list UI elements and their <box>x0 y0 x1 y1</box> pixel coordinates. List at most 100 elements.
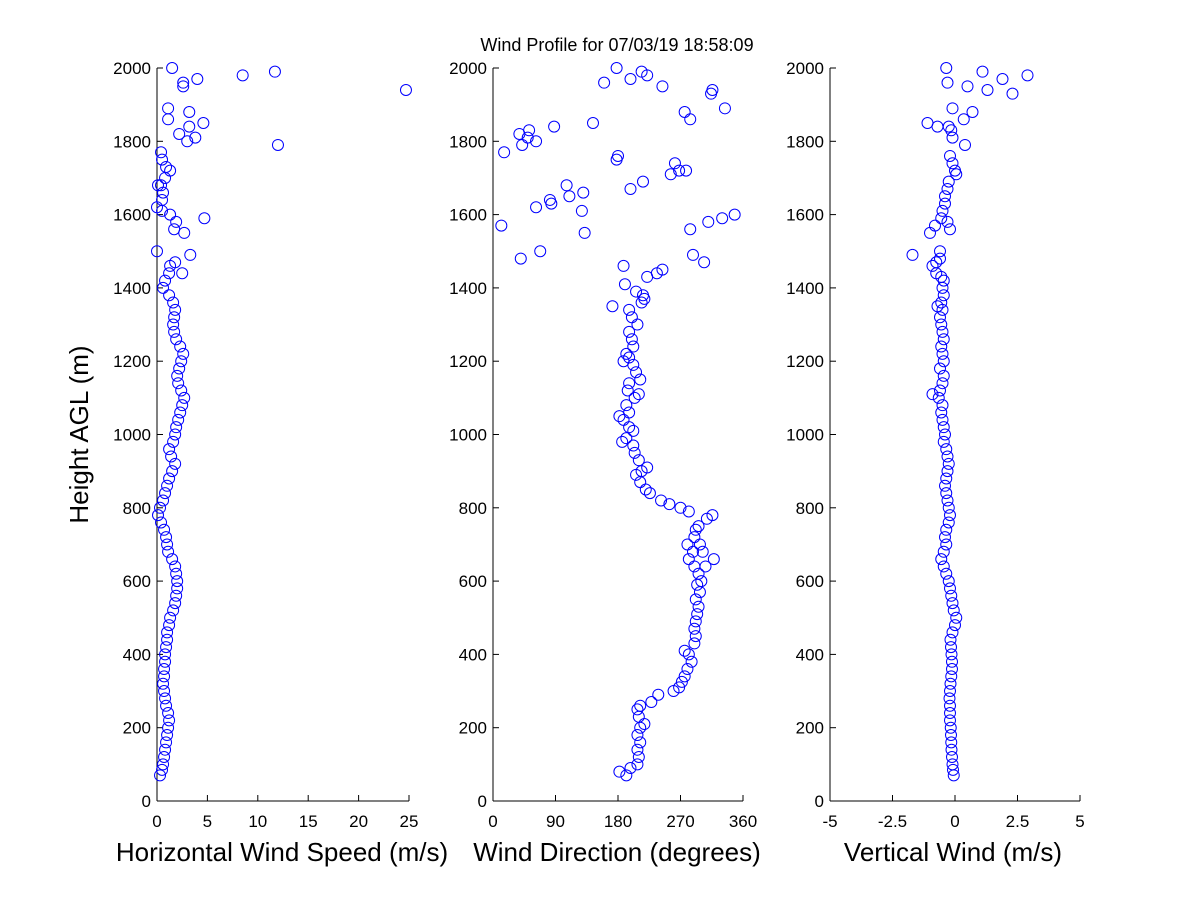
data-point-vertical <box>926 259 939 272</box>
data-point-vertical <box>941 494 954 507</box>
data-point-vertical <box>946 597 959 610</box>
data-point-vertical <box>937 355 950 368</box>
data-point-speed <box>163 619 176 632</box>
x-tick-label-direction: 180 <box>604 812 632 831</box>
data-point-speed <box>154 501 167 514</box>
data-point-direction <box>620 347 633 360</box>
data-point-speed <box>171 575 184 588</box>
data-point-speed <box>191 72 204 85</box>
data-point-vertical <box>944 509 956 522</box>
data-point-vertical <box>935 212 948 225</box>
data-point-direction <box>632 751 645 764</box>
data-point-vertical <box>945 743 958 756</box>
data-point-speed <box>173 362 186 375</box>
data-point-direction <box>617 259 630 272</box>
data-point-speed <box>176 267 189 280</box>
data-point-vertical <box>941 450 954 463</box>
data-point-direction <box>652 688 665 701</box>
data-point-speed <box>175 384 188 397</box>
data-point-direction <box>534 245 547 258</box>
data-point-direction <box>521 131 534 144</box>
data-point-vertical <box>930 256 943 269</box>
data-point-direction <box>578 226 591 239</box>
data-point-vertical <box>937 333 950 346</box>
data-point-speed <box>157 494 170 507</box>
data-point-speed <box>170 215 183 228</box>
data-point-vertical <box>929 219 941 232</box>
data-point-speed <box>159 648 172 661</box>
data-point-direction <box>678 105 691 118</box>
data-point-vertical <box>937 274 950 287</box>
x-tick-label-speed: 5 <box>203 812 212 831</box>
data-point-vertical <box>934 311 946 324</box>
data-point-speed <box>168 325 181 338</box>
data-point-vertical <box>945 736 958 749</box>
data-point-vertical <box>946 758 959 771</box>
data-point-speed <box>159 487 172 500</box>
x-tick-label-vertical: 2.5 <box>1006 812 1030 831</box>
data-point-direction <box>692 520 705 533</box>
x-tick-label-direction: 90 <box>546 812 565 831</box>
data-point-direction <box>680 164 693 177</box>
data-point-speed <box>152 179 165 192</box>
data-point-vertical <box>935 296 948 309</box>
data-point-direction <box>689 523 702 536</box>
x-axis-label-vertical: Vertical Wind (m/s) <box>844 837 1062 867</box>
x-tick-label-direction: 360 <box>729 812 757 831</box>
data-point-direction <box>575 204 588 217</box>
data-point-speed <box>169 303 182 316</box>
data-point-vertical <box>947 763 959 776</box>
data-point-speed <box>161 729 174 742</box>
y-tick-label-vertical: 800 <box>796 499 824 518</box>
data-point-vertical <box>940 443 953 456</box>
data-point-vertical <box>936 413 949 426</box>
data-point-speed <box>161 538 174 551</box>
data-point-vertical <box>941 182 954 195</box>
x-tick-label-speed: 25 <box>400 812 419 831</box>
data-point-speed <box>159 274 172 287</box>
data-point-speed <box>189 131 202 144</box>
data-point-speed <box>163 443 176 456</box>
data-point-vertical <box>934 384 946 397</box>
data-point-vertical <box>947 604 960 617</box>
data-point-direction <box>624 762 637 775</box>
x-axis-label-speed: Horizontal Wind Speed (m/s) <box>116 837 448 867</box>
data-point-direction <box>637 175 649 188</box>
data-point-direction <box>498 146 511 159</box>
data-point-speed <box>158 663 171 676</box>
data-point-direction <box>682 505 695 518</box>
y-tick-label-vertical: 1000 <box>786 426 824 445</box>
data-point-vertical <box>944 677 957 690</box>
data-point-direction <box>543 193 556 206</box>
data-point-speed <box>156 763 169 776</box>
data-point-speed <box>168 223 181 236</box>
data-point-direction <box>623 351 636 364</box>
data-point-vertical <box>926 388 939 401</box>
data-point-direction <box>523 124 536 137</box>
data-point-vertical <box>931 300 944 313</box>
data-point-vertical <box>944 721 957 734</box>
data-point-speed <box>155 179 168 192</box>
data-point-vertical <box>942 175 955 188</box>
y-tick-label-direction: 1800 <box>449 132 487 151</box>
data-point-direction <box>655 494 668 507</box>
data-point-speed <box>170 567 183 580</box>
data-point-direction <box>624 182 637 195</box>
figure-title: Wind Profile for 07/03/19 18:58:09 <box>480 35 753 55</box>
data-point-speed <box>166 553 179 566</box>
data-point-vertical <box>942 501 955 514</box>
data-point-direction <box>606 300 619 313</box>
data-point-speed <box>178 391 191 404</box>
data-point-speed <box>171 369 184 382</box>
data-point-vertical <box>944 582 956 595</box>
data-point-speed <box>158 670 171 683</box>
data-point-direction <box>656 80 669 93</box>
horizontal-wind-speed-panel: 0 200 400 600 800 1000 1200 1400 1600 1800 2000 0 5 1… <box>64 59 448 867</box>
data-point-direction <box>563 190 576 203</box>
data-point-speed <box>158 685 171 698</box>
y-tick-label-vertical: 600 <box>796 572 824 591</box>
data-point-speed <box>162 102 175 115</box>
data-point-speed <box>174 340 187 353</box>
data-point-speed <box>162 545 175 558</box>
y-tick-label-speed: 400 <box>123 645 151 664</box>
